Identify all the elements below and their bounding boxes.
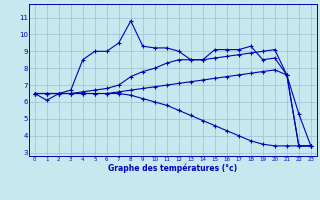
X-axis label: Graphe des températures (°c): Graphe des températures (°c)	[108, 164, 237, 173]
